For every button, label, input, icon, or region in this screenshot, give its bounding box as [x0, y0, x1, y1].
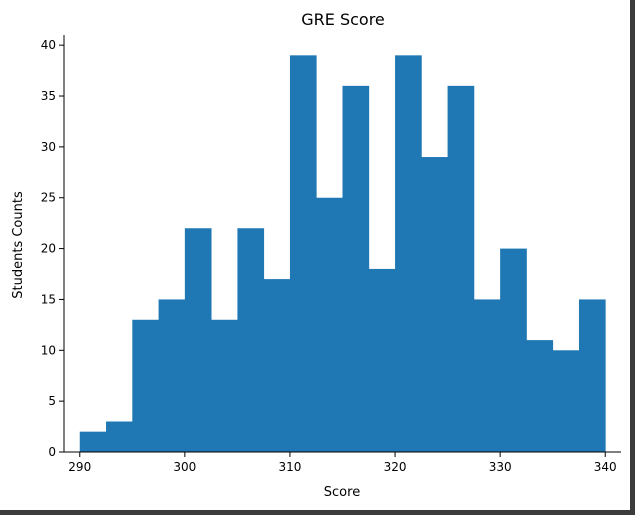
- histogram-bar: [578, 299, 606, 452]
- x-tick-label: 320: [384, 460, 407, 474]
- histogram-bar: [132, 319, 159, 452]
- histogram-bar: [473, 299, 501, 452]
- histogram-bar: [158, 299, 186, 452]
- y-tick-label: 35: [41, 89, 56, 103]
- y-tick-label: 20: [41, 242, 56, 256]
- histogram-bar: [447, 85, 475, 452]
- histogram-bar: [289, 55, 317, 453]
- y-tick-label: 15: [41, 292, 56, 306]
- x-tick-label: 290: [68, 460, 91, 474]
- chart-title: GRE Score: [301, 10, 385, 29]
- y-ticks-group: 0 5 10 15 20 25 30 35 40: [41, 38, 64, 459]
- histogram-bar: [316, 197, 343, 452]
- y-tick-label: 5: [48, 394, 56, 408]
- bars-group: [79, 55, 606, 453]
- histogram-bar: [552, 350, 580, 452]
- x-tick-label: 300: [173, 460, 196, 474]
- histogram-bar: [211, 319, 238, 452]
- window-frame-bottom: [0, 510, 635, 515]
- histogram-bar: [421, 157, 448, 453]
- x-axis-label: Score: [324, 485, 360, 500]
- axes-group: [63, 35, 621, 453]
- histogram-bar: [342, 85, 370, 452]
- y-tick-label: 25: [41, 191, 56, 205]
- y-tick-label: 40: [41, 38, 56, 52]
- histogram-bar: [106, 421, 133, 452]
- histogram-bar: [526, 340, 554, 452]
- histogram-bar: [184, 228, 212, 452]
- window-frame-right: [630, 0, 635, 515]
- histogram-bar: [237, 228, 265, 452]
- y-tick-label: 0: [48, 445, 56, 459]
- y-tick-label: 10: [41, 343, 56, 357]
- histogram-bar: [395, 55, 422, 453]
- histogram-bar: [500, 248, 527, 452]
- x-tick-label: 330: [489, 460, 512, 474]
- x-tick-label: 340: [594, 460, 617, 474]
- x-ticks-group: 290 300 310 320 330 340: [68, 452, 617, 474]
- histogram-bar: [79, 431, 107, 452]
- histogram-bar: [368, 268, 396, 452]
- y-axis-label: Students Counts: [11, 191, 26, 299]
- x-tick-label: 310: [278, 460, 301, 474]
- histogram-bar: [263, 279, 291, 452]
- y-tick-label: 30: [41, 140, 56, 154]
